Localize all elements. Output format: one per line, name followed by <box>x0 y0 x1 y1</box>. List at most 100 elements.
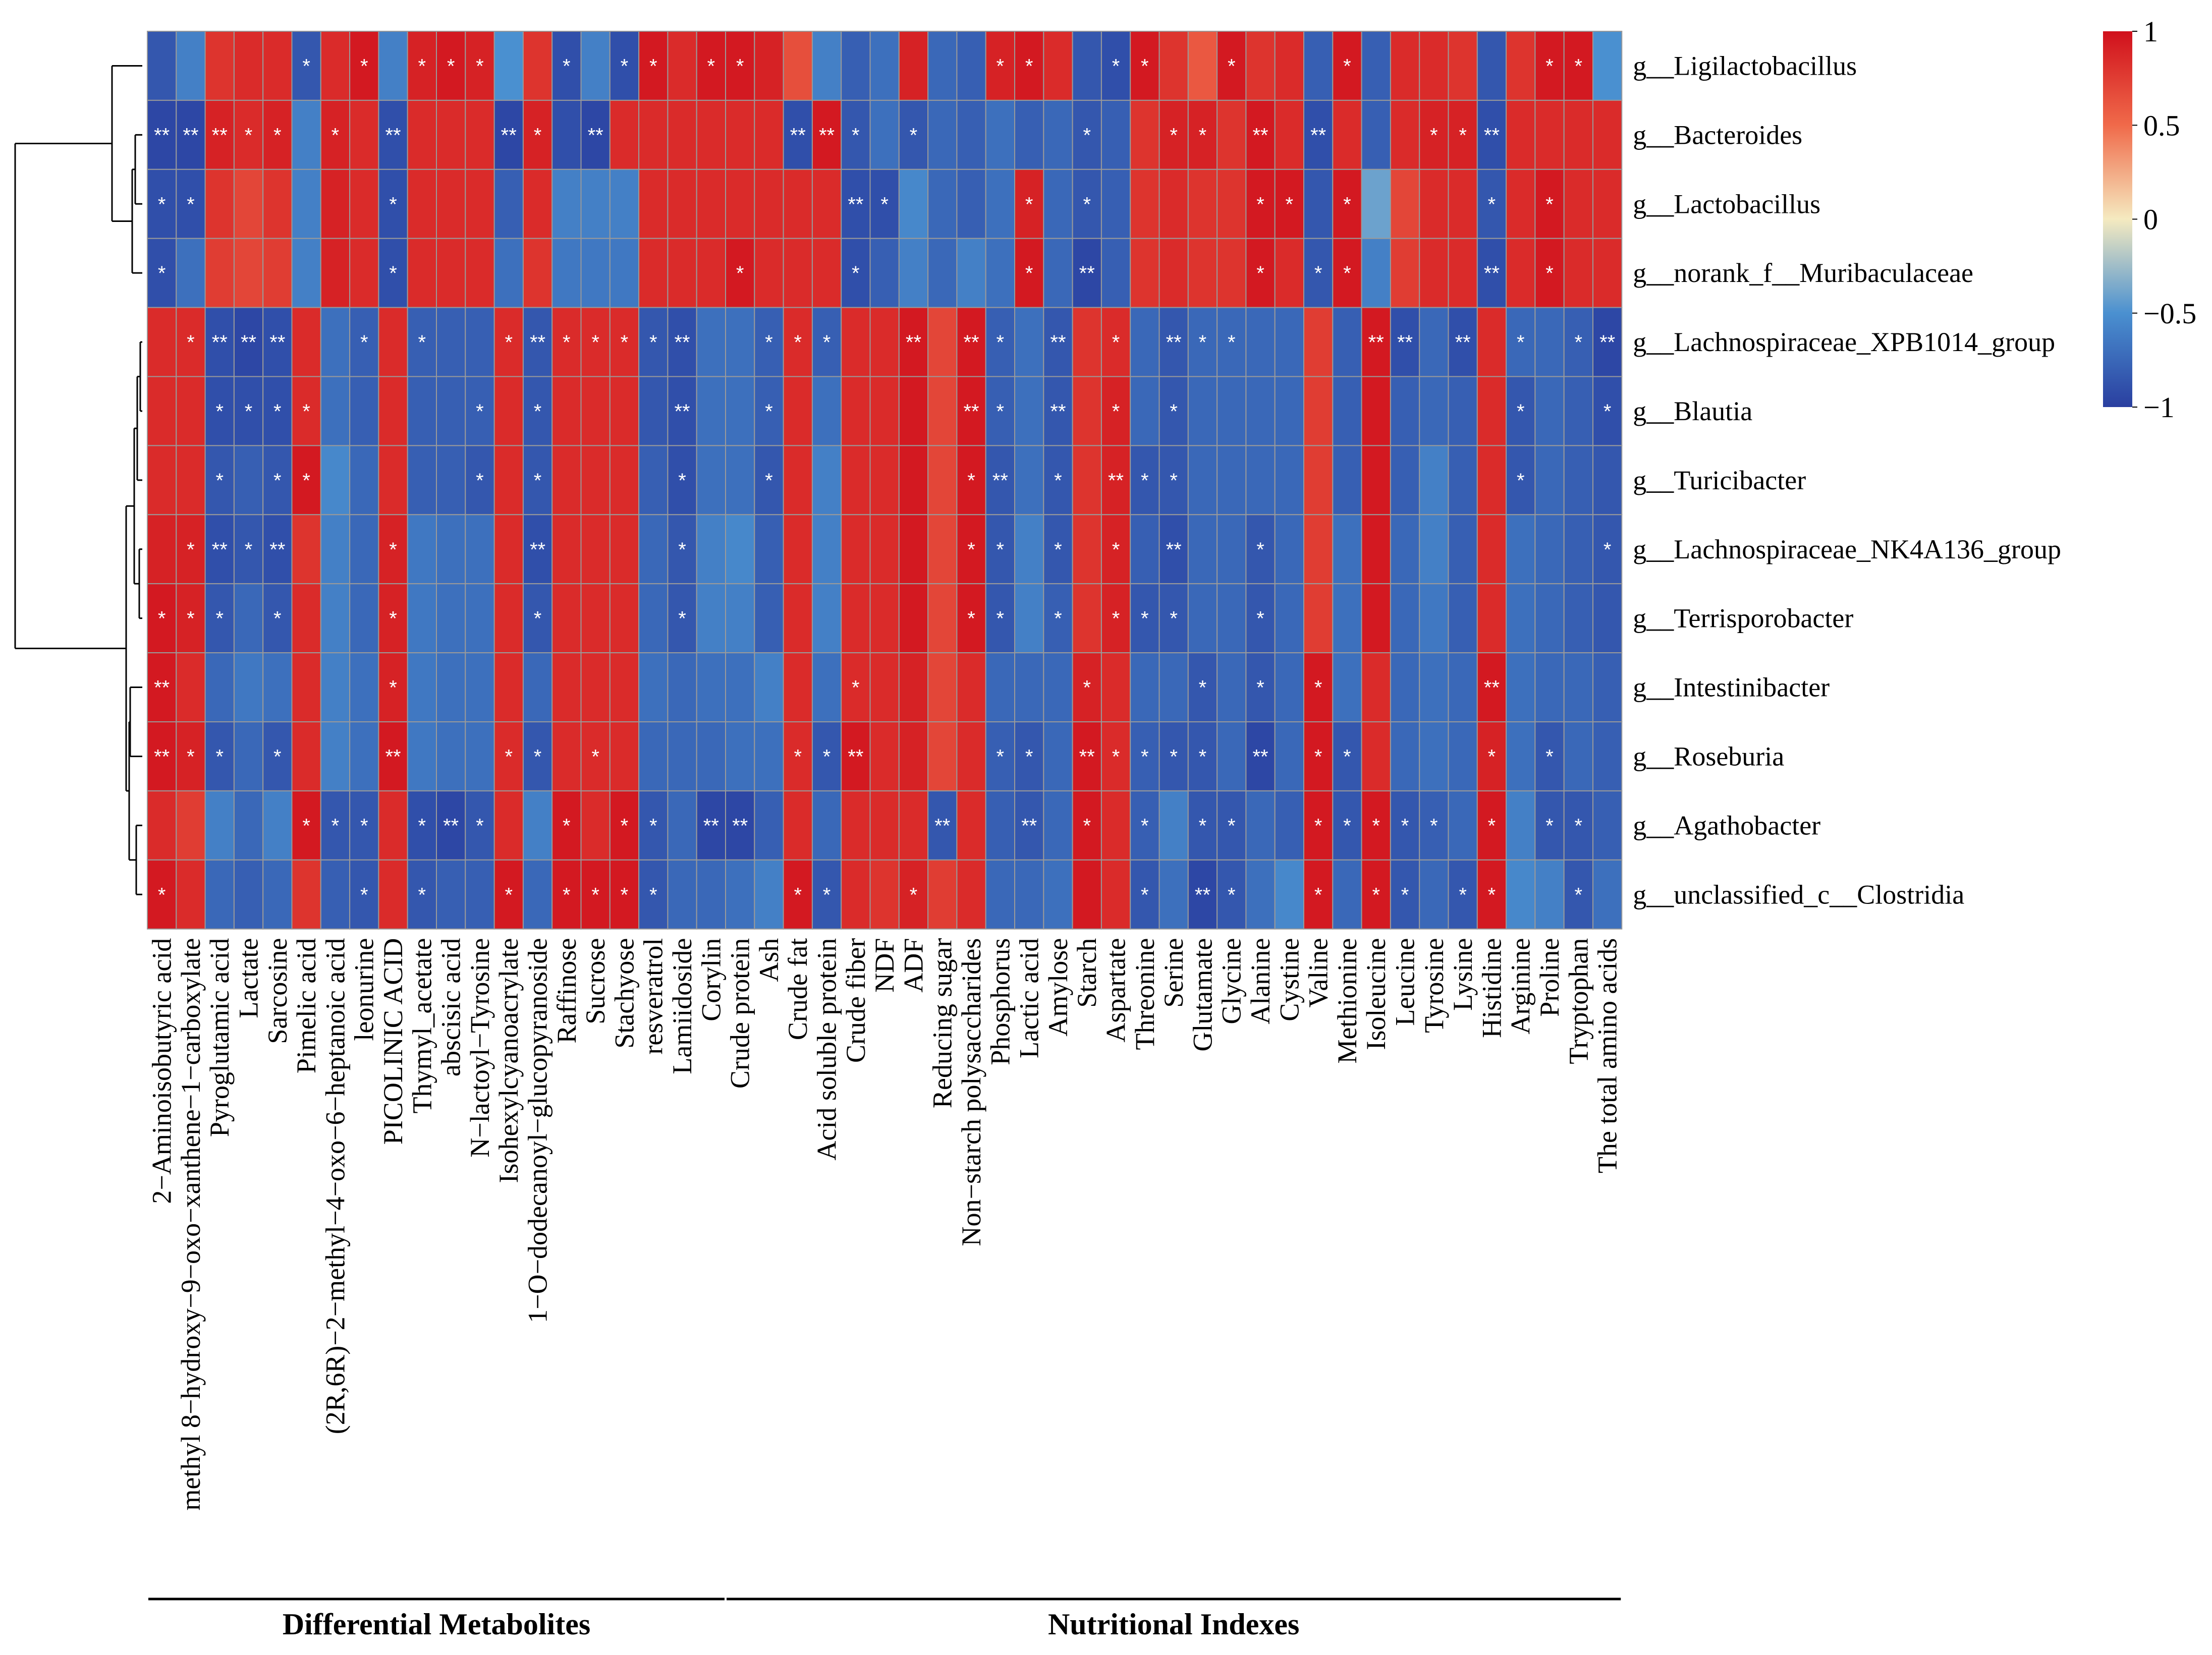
heatmap-cell <box>204 652 235 722</box>
heatmap-cell <box>811 168 842 239</box>
heatmap-cell <box>869 859 900 930</box>
heatmap-cell <box>754 790 784 861</box>
significance-mark: ** <box>1079 262 1095 284</box>
legend-tick-label: 0 <box>2143 203 2158 236</box>
heatmap-cell <box>1534 376 1565 446</box>
heatmap-cell <box>1506 31 1536 101</box>
heatmap-cell <box>1476 307 1507 377</box>
heatmap-cell <box>1245 514 1276 585</box>
heatmap-cell <box>551 721 582 791</box>
heatmap-cell <box>783 445 813 516</box>
heatmap-cell <box>436 376 466 446</box>
heatmap-cell <box>1158 445 1189 516</box>
heatmap-cell <box>609 445 640 516</box>
heatmap-cell <box>1158 238 1189 308</box>
heatmap-cell <box>465 307 495 377</box>
heatmap-cell <box>783 31 813 101</box>
column-label: Pimelic acid <box>291 938 321 1073</box>
heatmap-cell <box>349 445 379 516</box>
column-label: Acid soluble protein <box>812 938 842 1161</box>
significance-mark: * <box>765 401 773 423</box>
heatmap-cell <box>407 859 437 930</box>
significance-mark: ** <box>674 401 690 423</box>
heatmap-cell <box>638 859 669 930</box>
significance-mark: * <box>360 884 368 906</box>
heatmap-cell <box>1303 514 1334 585</box>
group-label: Nutritional Indexes <box>1048 1608 1299 1641</box>
heatmap-cell <box>783 307 813 377</box>
heatmap-cell <box>147 307 177 377</box>
significance-mark: ** <box>154 124 170 146</box>
heatmap-cell <box>1361 721 1391 791</box>
heatmap-cell <box>667 514 697 585</box>
significance-mark: * <box>1314 746 1322 768</box>
significance-mark: * <box>649 815 657 837</box>
heatmap-cell <box>407 31 437 101</box>
significance-mark: * <box>1083 815 1091 837</box>
heatmap-cell <box>1043 859 1073 930</box>
heatmap-cell <box>1390 445 1420 516</box>
column-label: Aspartate <box>1101 938 1131 1043</box>
heatmap-cell <box>638 790 669 861</box>
significance-mark: * <box>447 55 455 77</box>
significance-mark: ** <box>1166 539 1182 561</box>
significance-mark: * <box>331 815 340 837</box>
heatmap-cell <box>1014 238 1044 308</box>
heatmap-cell <box>147 238 177 308</box>
significance-mark: * <box>389 539 397 561</box>
column-label: Thymyl_acetate <box>407 938 437 1114</box>
significance-mark: * <box>997 401 1005 423</box>
significance-mark: * <box>852 124 860 146</box>
heatmap-cell <box>1361 790 1391 861</box>
heatmap-cell <box>1592 99 1623 170</box>
significance-mark: * <box>1025 746 1033 768</box>
column-label: 2−Aminoisobutyric acid <box>147 938 177 1204</box>
heatmap-cell <box>522 168 553 239</box>
heatmap-cell <box>1100 238 1131 308</box>
heatmap-cell <box>1390 790 1420 861</box>
heatmap-cell <box>956 376 986 446</box>
significance-mark: * <box>1228 884 1236 906</box>
heatmap-cell <box>1274 168 1304 239</box>
significance-mark: * <box>360 331 368 354</box>
significance-mark: ** <box>1079 746 1095 768</box>
column-label: ADF <box>898 938 928 993</box>
column-label: Crude fiber <box>841 938 871 1063</box>
heatmap-cell <box>725 168 755 239</box>
significance-mark: * <box>591 884 599 906</box>
heatmap-cell <box>783 790 813 861</box>
heatmap-cell <box>783 168 813 239</box>
significance-mark: ** <box>732 815 748 837</box>
significance-mark: * <box>823 331 831 354</box>
column-label: Threonine <box>1130 938 1160 1050</box>
heatmap-cell <box>811 514 842 585</box>
column-label: Serine <box>1158 938 1189 1008</box>
heatmap-cell <box>147 99 177 170</box>
heatmap-cell <box>1303 168 1334 239</box>
heatmap-cell <box>985 583 1015 654</box>
heatmap-cell <box>320 168 351 239</box>
heatmap-cell <box>754 859 784 930</box>
heatmap-cell <box>1332 652 1362 722</box>
heatmap-cell <box>638 652 669 722</box>
significance-mark: * <box>823 884 831 906</box>
heatmap-cell <box>1245 99 1276 170</box>
heatmap-cell <box>176 445 206 516</box>
heatmap-cell <box>1534 583 1565 654</box>
heatmap-cell <box>783 652 813 722</box>
heatmap-cell <box>783 859 813 930</box>
significance-mark: ** <box>154 746 170 768</box>
heatmap-cell <box>754 514 784 585</box>
heatmap-cell <box>233 583 264 654</box>
heatmap-cell <box>1390 376 1420 446</box>
significance-mark: * <box>476 815 484 837</box>
heatmap-cell <box>349 168 379 239</box>
heatmap-cell <box>233 307 264 377</box>
heatmap-cell <box>985 307 1015 377</box>
legend-colorbar <box>2103 31 2132 407</box>
heatmap-cell <box>783 238 813 308</box>
heatmap-cell <box>176 238 206 308</box>
heatmap-cell <box>176 859 206 930</box>
significance-mark: * <box>1430 124 1438 146</box>
heatmap-cell <box>725 307 755 377</box>
